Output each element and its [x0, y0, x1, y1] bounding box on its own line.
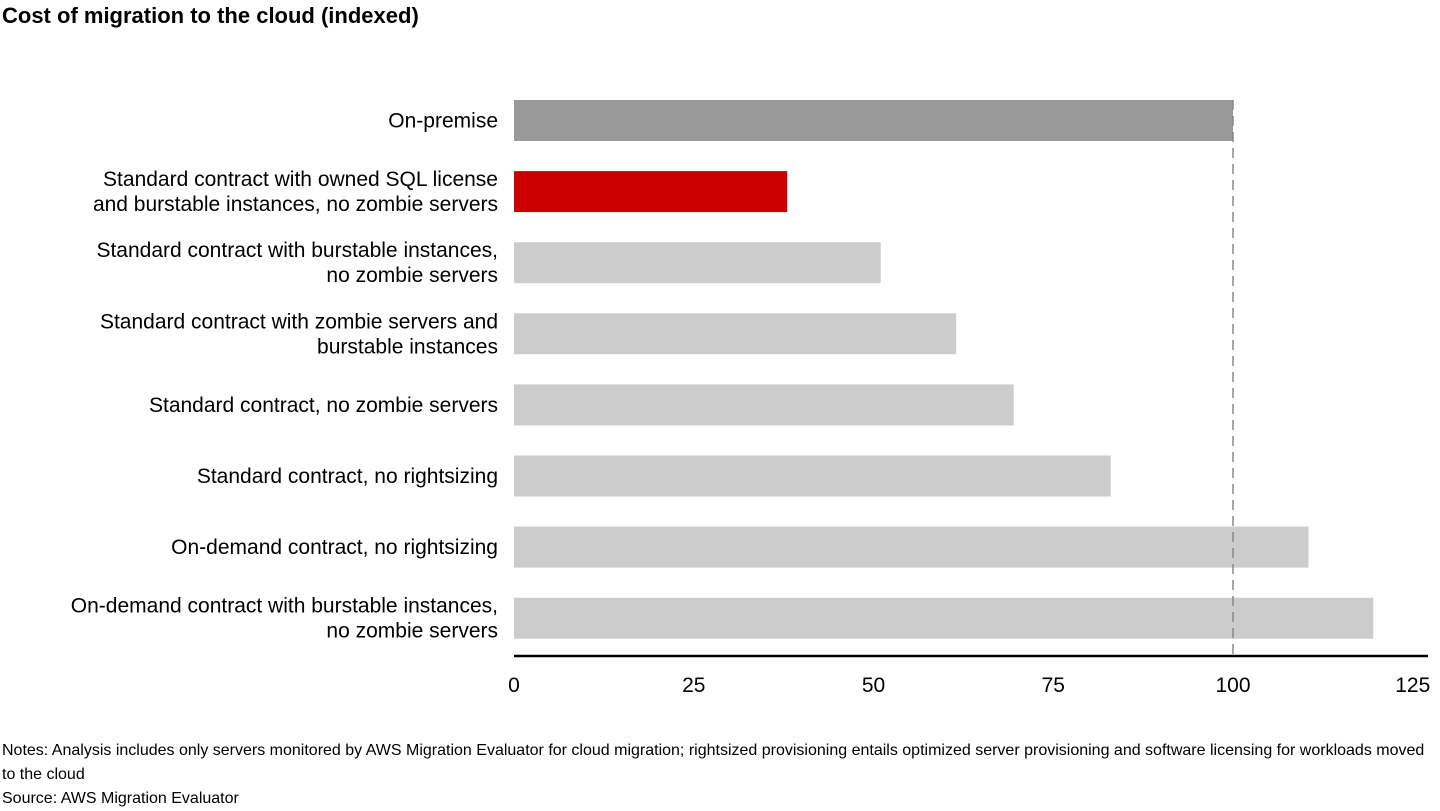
bar-5: [514, 384, 1014, 426]
category-label-8: On-demand contract with burstable instan…: [71, 595, 498, 643]
category-label-5: Standard contract, no zombie servers: [149, 394, 498, 417]
bar-7: [514, 526, 1309, 568]
category-label-6: Standard contract, no rightsizing: [197, 465, 498, 488]
chart-title: Cost of migration to the cloud (indexed): [2, 3, 419, 28]
bar-4: [514, 313, 957, 355]
bar-1: [514, 100, 1233, 141]
category-label-7: On-demand contract, no rightsizing: [171, 536, 498, 559]
x-tick-label-100: 100: [1215, 674, 1250, 697]
category-label-3: Standard contract with burstable instanc…: [96, 239, 498, 287]
category-label-1: On-premise: [388, 110, 498, 133]
bar-chart: On-premise Standard contract with owned S…: [71, 100, 1430, 697]
bar-3: [514, 242, 881, 284]
bar-6: [514, 455, 1111, 497]
footer: Notes: Analysis includes only servers mo…: [2, 739, 1438, 811]
source-text: Source: AWS Migration Evaluator: [2, 790, 239, 807]
bar-8: [514, 597, 1374, 639]
x-tick-label-75: 75: [1042, 674, 1065, 697]
notes-text: Notes: Analysis includes only servers mo…: [2, 742, 1425, 783]
x-tick-label-50: 50: [862, 674, 885, 697]
x-tick-label-25: 25: [682, 674, 705, 697]
x-tick-label-0: 0: [508, 674, 520, 697]
bar-2: [514, 171, 788, 213]
category-label-4: Standard contract with zombie servers an…: [100, 310, 498, 358]
x-tick-label-125: 125: [1395, 674, 1430, 697]
category-label-2: Standard contract with owned SQL license…: [93, 168, 498, 216]
